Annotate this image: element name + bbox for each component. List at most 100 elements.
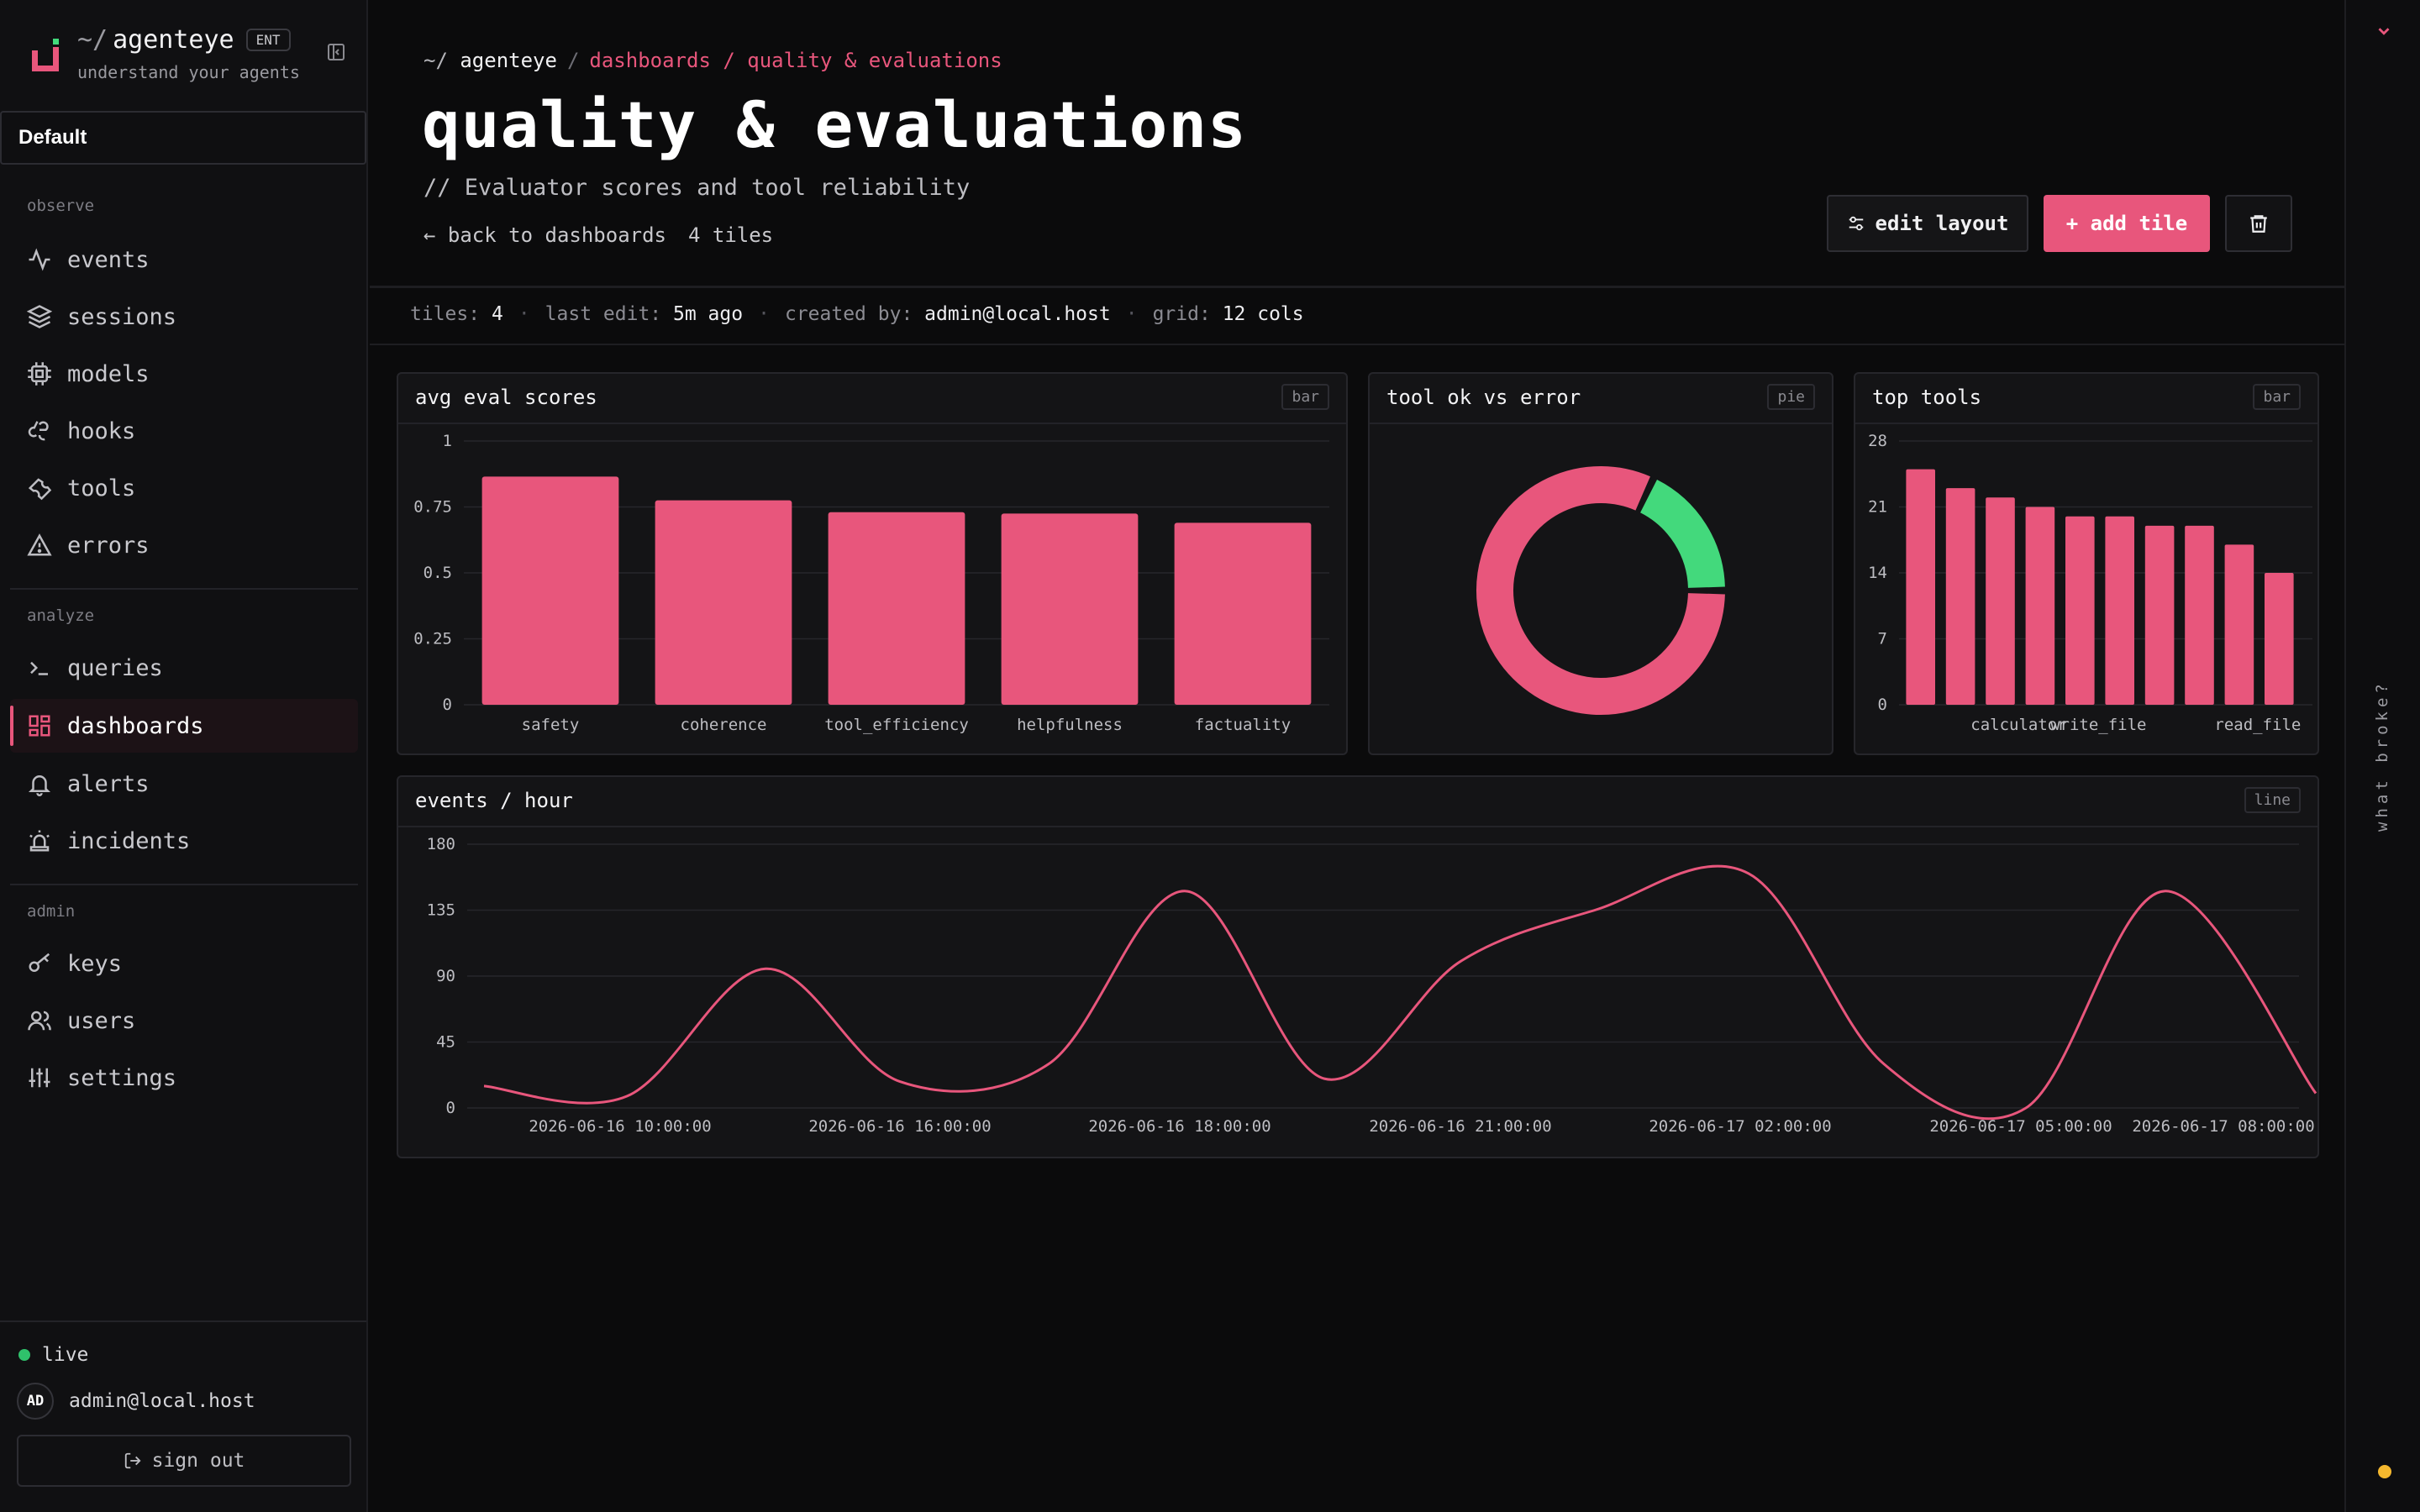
tile-title: top tools bbox=[1872, 386, 1982, 409]
meta-created-label: created by: bbox=[784, 303, 913, 325]
chevron-down-icon[interactable] bbox=[2375, 22, 2393, 40]
tile-top-tools[interactable]: top tools bar 0 7 14 21 28 calculator write_fi… bbox=[1854, 372, 2319, 755]
sidebar-item-models[interactable]: models bbox=[10, 347, 358, 401]
sidebar-item-label: users bbox=[67, 1007, 136, 1034]
meta-grid-label: grid: bbox=[1152, 303, 1211, 325]
chart-type-tag: line bbox=[2244, 787, 2301, 813]
x-tick-label: tool_efficiency bbox=[824, 716, 969, 734]
sidebar-collapse-icon[interactable] bbox=[326, 42, 346, 62]
users-icon bbox=[28, 1011, 51, 1031]
sidebar-item-dashboards[interactable]: dashboards bbox=[10, 699, 358, 753]
current-user[interactable]: AD admin@local.host bbox=[17, 1383, 255, 1420]
x-tick-label: 2026-06-17 02:00:00 bbox=[1649, 1117, 1831, 1136]
breadcrumb-separator: / bbox=[566, 49, 580, 72]
sidebar-item-users[interactable]: users bbox=[10, 994, 358, 1047]
section-label-admin: admin bbox=[27, 902, 76, 921]
brand-subtitle: understand your agents bbox=[77, 62, 300, 82]
chart-type-tag: bar bbox=[1281, 384, 1329, 410]
agenteye-logo-icon bbox=[32, 39, 59, 71]
brand-name: ~/agenteye ENT bbox=[77, 25, 291, 55]
tile-title: tool ok vs error bbox=[1386, 386, 1581, 409]
tile-header: tool ok vs error pie bbox=[1370, 374, 1832, 424]
bar bbox=[2105, 516, 2135, 705]
sidebar-item-hooks[interactable]: hooks bbox=[10, 404, 358, 458]
y-tick-label: 0 bbox=[1878, 696, 1887, 714]
sidebar-item-label: dashboards bbox=[67, 712, 204, 739]
alert-triangle-icon bbox=[27, 533, 52, 556]
y-tick-label: 180 bbox=[427, 835, 455, 853]
tile-header: events / hour line bbox=[398, 777, 2317, 827]
tile-avg-eval-scores[interactable]: avg eval scores bar 0 0.25 0.5 0.75 1 safety c… bbox=[397, 372, 1348, 755]
sidebar: ~/agenteye ENT understand your agents Def… bbox=[0, 0, 368, 1512]
wrench-icon bbox=[28, 478, 52, 501]
key-icon bbox=[29, 953, 50, 972]
live-status: live bbox=[18, 1344, 88, 1366]
sidebar-item-label: queries bbox=[67, 654, 163, 681]
breadcrumb-app[interactable]: agenteye bbox=[460, 49, 557, 72]
webhook-icon bbox=[28, 421, 49, 441]
y-tick-label: 90 bbox=[436, 967, 455, 985]
live-status-label: live bbox=[42, 1344, 89, 1366]
x-tick-label: read_file bbox=[2214, 716, 2301, 734]
what-broke-toggle[interactable]: what broke? bbox=[2373, 680, 2391, 832]
right-rail: what broke? bbox=[2344, 0, 2420, 1512]
bar bbox=[1906, 469, 1936, 705]
x-tick-label: coherence bbox=[681, 716, 767, 734]
brand-tilde: ~/ bbox=[77, 25, 108, 55]
page-title: quality & evaluations bbox=[422, 87, 1247, 162]
breadcrumb-home[interactable]: ~/ bbox=[424, 49, 448, 72]
brand[interactable]: ~/agenteye ENT understand your agents bbox=[25, 25, 361, 92]
sidebar-item-alerts[interactable]: alerts bbox=[10, 757, 358, 811]
sidebar-item-settings[interactable]: settings bbox=[10, 1051, 358, 1105]
bar bbox=[655, 500, 792, 705]
trash-icon bbox=[2250, 215, 2267, 233]
sidebar-divider bbox=[10, 884, 358, 885]
meta-created-value: admin@local.host bbox=[924, 303, 1111, 325]
sidebar-item-tools[interactable]: tools bbox=[10, 461, 358, 515]
x-tick-label: 2026-06-16 18:00:00 bbox=[1088, 1117, 1270, 1136]
bar bbox=[2065, 516, 2095, 705]
back-to-dashboards-link[interactable]: ← back to dashboards bbox=[424, 223, 666, 247]
x-tick-label: 2026-06-16 16:00:00 bbox=[808, 1117, 991, 1136]
layers-icon bbox=[27, 305, 52, 328]
sidebar-item-events[interactable]: events bbox=[10, 233, 358, 286]
sidebar-item-label: keys bbox=[67, 950, 123, 977]
x-tick-label: 2026-06-17 05:00:00 bbox=[1929, 1117, 2112, 1136]
y-tick-label: 7 bbox=[1878, 630, 1887, 648]
x-tick-label: 2026-06-16 21:00:00 bbox=[1369, 1117, 1551, 1136]
current-user-email: admin@local.host bbox=[69, 1390, 255, 1412]
sidebar-item-incidents[interactable]: incidents bbox=[10, 814, 358, 868]
sidebar-item-label: events bbox=[67, 246, 150, 273]
environment-select[interactable]: Default bbox=[0, 111, 366, 165]
y-tick-label: 1 bbox=[443, 432, 452, 450]
meta-tiles-label: tiles: bbox=[410, 303, 481, 325]
sidebar-divider bbox=[10, 588, 358, 590]
sidebar-item-label: tools bbox=[67, 475, 136, 501]
y-tick-label: 0 bbox=[443, 696, 452, 714]
bell-icon bbox=[28, 775, 51, 796]
tile-header: top tools bar bbox=[1855, 374, 2317, 424]
chart-type-tag: bar bbox=[2253, 384, 2301, 410]
sidebar-item-sessions[interactable]: sessions bbox=[10, 290, 358, 344]
sidebar-item-queries[interactable]: queries bbox=[10, 641, 358, 695]
page-subtitle: // Evaluator scores and tool reliability bbox=[424, 175, 971, 201]
tile-events-per-hour[interactable]: events / hour line 0 45 90 135 180 2026-06-16… bbox=[397, 775, 2319, 1158]
page-header: ~/ agenteye / dashboards / quality & evalu… bbox=[370, 0, 2344, 288]
bar bbox=[2224, 544, 2254, 705]
sidebar-item-label: models bbox=[67, 360, 150, 387]
delete-dashboard-button[interactable] bbox=[2225, 195, 2292, 252]
sidebar-item-errors[interactable]: errors bbox=[10, 518, 358, 572]
add-tile-button[interactable]: + add tile bbox=[2044, 195, 2210, 252]
sidebar-item-keys[interactable]: keys bbox=[10, 937, 358, 990]
breadcrumb-current[interactable]: dashboards / quality & evaluations bbox=[589, 49, 1002, 72]
x-tick-label: 2026-06-17 08:00:00 bbox=[2132, 1117, 2314, 1136]
x-tick-label: factuality bbox=[1195, 716, 1291, 734]
bar bbox=[2185, 525, 2214, 705]
bar bbox=[828, 512, 965, 705]
y-tick-label: 0 bbox=[446, 1099, 455, 1117]
section-label-observe: observe bbox=[27, 197, 95, 215]
edit-layout-button[interactable]: edit layout bbox=[1827, 195, 2028, 252]
bar bbox=[2264, 573, 2294, 705]
tile-tool-ok-vs-error[interactable]: tool ok vs error pie bbox=[1368, 372, 1833, 755]
sign-out-button[interactable]: sign out bbox=[17, 1435, 351, 1487]
